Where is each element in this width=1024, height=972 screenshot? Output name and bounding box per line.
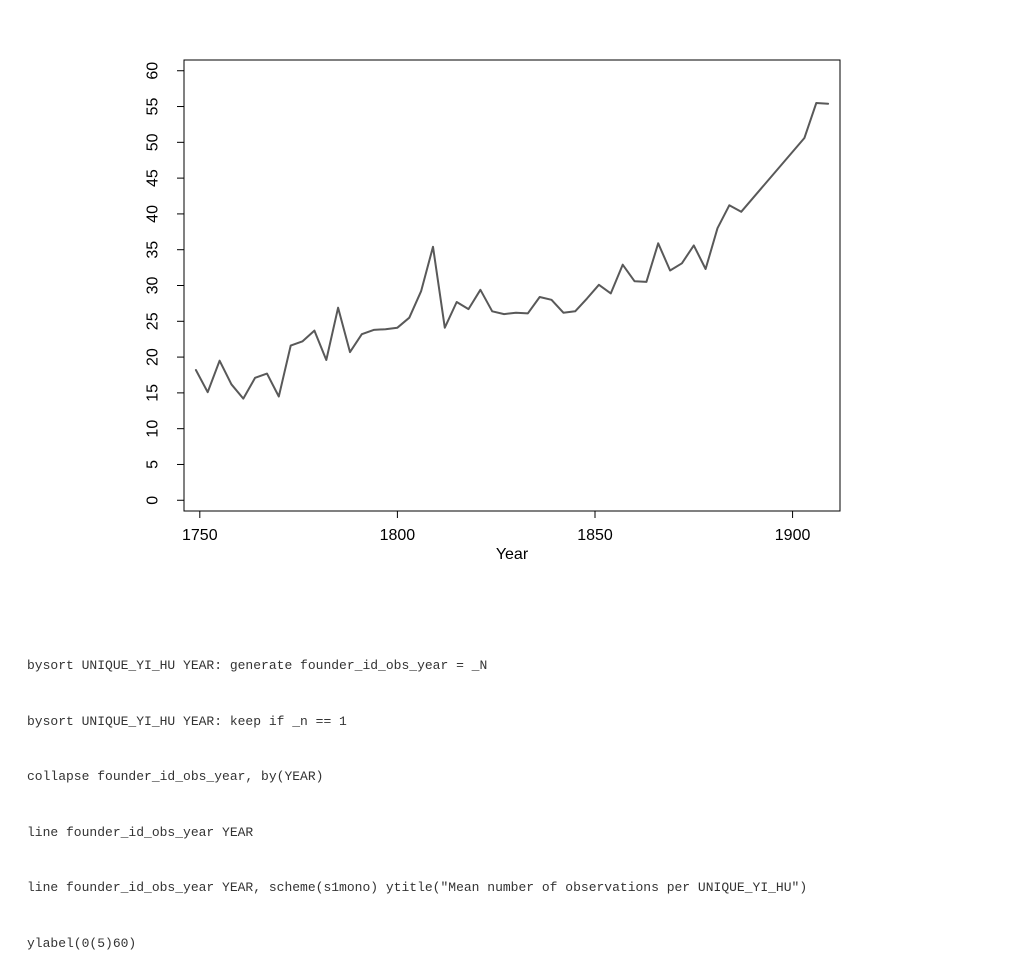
plot-frame bbox=[183, 59, 841, 512]
y-axis: 0 5 10 15 20 25 30 35 40 45 50 55 60 bbox=[145, 62, 184, 505]
code-line: ylabel(0(5)60) bbox=[27, 935, 137, 951]
y-tick-label: 25 bbox=[145, 312, 162, 330]
x-tick-label: 1900 bbox=[775, 527, 811, 544]
y-tick-label: 45 bbox=[145, 169, 162, 187]
y-tick-label: 20 bbox=[145, 348, 162, 366]
code-line: bysort UNIQUE_YI_HU YEAR: keep if _n == … bbox=[27, 713, 347, 729]
y-tick-label: 50 bbox=[145, 133, 162, 151]
x-tick-label: 1850 bbox=[577, 527, 613, 544]
y-tick-label: 0 bbox=[145, 496, 162, 505]
x-tick-label: 1800 bbox=[380, 527, 416, 544]
y-tick-label: 10 bbox=[145, 420, 162, 438]
y-tick-label: 60 bbox=[145, 62, 162, 80]
y-tick-label: 15 bbox=[145, 384, 162, 402]
y-tick-label: 5 bbox=[145, 460, 162, 469]
line-chart: 0 5 10 15 20 25 30 35 40 45 50 55 60 1750 1800 1850 190… bbox=[145, 59, 841, 563]
x-axis-label: Year bbox=[496, 546, 529, 563]
series-line bbox=[194, 102, 830, 400]
code-line: line founder_id_obs_year YEAR bbox=[27, 824, 254, 840]
code-line: collapse founder_id_obs_year, by(YEAR) bbox=[27, 769, 324, 784]
code-line: bysort UNIQUE_YI_HU YEAR: generate found… bbox=[27, 658, 488, 673]
y-tick-label: 40 bbox=[145, 205, 162, 223]
x-tick-label: 1750 bbox=[182, 527, 218, 544]
code-block: bysort UNIQUE_YI_HU YEAR: generate found… bbox=[27, 620, 807, 972]
y-tick-label: 30 bbox=[145, 277, 162, 295]
y-tick-label: 35 bbox=[145, 241, 162, 259]
code-line: line founder_id_obs_year YEAR, scheme(s1… bbox=[27, 880, 808, 895]
y-tick-label: 55 bbox=[145, 98, 162, 116]
x-axis: 1750 1800 1850 1900 bbox=[182, 511, 810, 544]
